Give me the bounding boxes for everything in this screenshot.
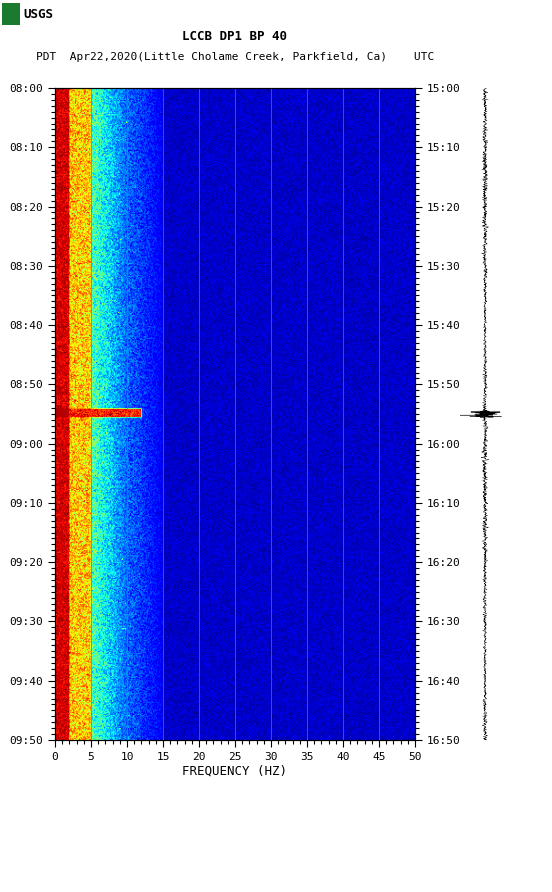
Text: PDT  Apr22,2020(Little Cholame Creek, Parkfield, Ca)    UTC: PDT Apr22,2020(Little Cholame Creek, Par… xyxy=(36,52,434,62)
X-axis label: FREQUENCY (HZ): FREQUENCY (HZ) xyxy=(183,764,288,778)
FancyBboxPatch shape xyxy=(2,4,19,25)
Text: LCCB DP1 BP 40: LCCB DP1 BP 40 xyxy=(183,30,288,43)
Text: USGS: USGS xyxy=(23,9,53,21)
